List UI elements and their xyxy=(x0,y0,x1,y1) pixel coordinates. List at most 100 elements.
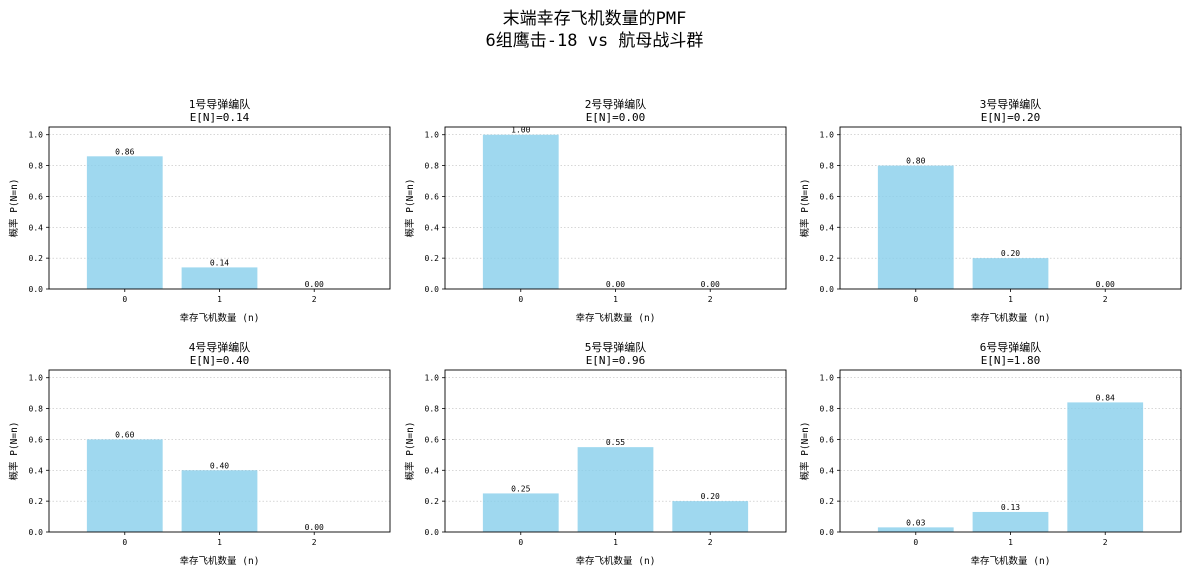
subplot-title: 3号导弹编队 xyxy=(980,97,1042,111)
subplot-subtitle: E[N]=0.96 xyxy=(586,354,646,367)
y-tick-label: 0.0 xyxy=(29,528,44,537)
y-tick-label: 1.0 xyxy=(820,374,835,383)
bar xyxy=(181,470,258,532)
subplot-subtitle: E[N]=0.20 xyxy=(981,111,1041,124)
y-tick-label: 0.8 xyxy=(425,405,440,414)
x-tick-label: 0 xyxy=(913,538,918,547)
x-tick-label: 1 xyxy=(613,538,618,547)
subplot-subtitle: E[N]=0.14 xyxy=(190,111,250,124)
x-axis-label: 幸存飞机数量 (n) xyxy=(576,312,656,324)
x-tick-label: 2 xyxy=(1103,538,1108,547)
bar-value-label: 0.00 xyxy=(305,280,324,289)
y-tick-label: 0.0 xyxy=(820,285,835,294)
y-tick-label: 0.2 xyxy=(425,254,440,263)
y-axis-label: 概率 P(N=n) xyxy=(8,178,20,237)
y-axis-label: 概率 P(N=n) xyxy=(404,421,416,480)
y-axis-label: 概率 P(N=n) xyxy=(404,178,416,237)
bar xyxy=(972,511,1049,532)
x-tick-label: 0 xyxy=(122,538,127,547)
subplot-title: 1号导弹编队 xyxy=(189,97,251,111)
subplot-title: 6号导弹编队 xyxy=(980,340,1042,354)
y-tick-label: 0.6 xyxy=(29,192,44,201)
bar xyxy=(672,501,749,532)
figure-title: 末端幸存飞机数量的PMF 6组鹰击-18 vs 航母战斗群 xyxy=(0,8,1189,52)
bar-value-label: 0.13 xyxy=(1001,503,1020,512)
y-tick-label: 0.4 xyxy=(29,223,44,232)
figure-title-line1: 末端幸存飞机数量的PMF xyxy=(502,9,687,29)
x-tick-label: 1 xyxy=(613,295,618,304)
bar-value-label: 0.00 xyxy=(305,523,324,532)
x-tick-label: 1 xyxy=(1008,538,1013,547)
y-tick-label: 0.6 xyxy=(820,192,835,201)
y-tick-label: 0.6 xyxy=(29,435,44,444)
y-tick-label: 0.6 xyxy=(820,435,835,444)
x-tick-label: 0 xyxy=(122,295,127,304)
bar xyxy=(972,258,1049,289)
x-axis-label: 幸存飞机数量 (n) xyxy=(971,555,1051,567)
y-tick-label: 0.4 xyxy=(425,466,440,475)
y-tick-label: 0.8 xyxy=(29,162,44,171)
x-tick-label: 1 xyxy=(217,538,222,547)
x-tick-label: 2 xyxy=(312,295,317,304)
bar-value-label: 0.25 xyxy=(511,484,530,493)
bar-value-label: 0.86 xyxy=(115,147,134,156)
bar-value-label: 1.00 xyxy=(511,126,530,135)
y-tick-label: 0.2 xyxy=(29,254,44,263)
x-axis-label: 幸存飞机数量 (n) xyxy=(180,555,260,567)
subplot-subtitle: E[N]=0.00 xyxy=(586,111,646,124)
bar-value-label: 0.60 xyxy=(115,430,134,439)
x-tick-label: 1 xyxy=(1008,295,1013,304)
y-tick-label: 0.8 xyxy=(820,405,835,414)
x-tick-label: 0 xyxy=(913,295,918,304)
bar-value-label: 0.00 xyxy=(701,280,720,289)
x-tick-label: 2 xyxy=(312,538,317,547)
y-tick-label: 0.0 xyxy=(29,285,44,294)
bar xyxy=(577,447,654,532)
y-axis-label: 概率 P(N=n) xyxy=(8,421,20,480)
y-tick-label: 0.0 xyxy=(425,528,440,537)
axes-frame xyxy=(48,369,391,533)
bar-value-label: 0.55 xyxy=(606,438,625,447)
bar-value-label: 0.80 xyxy=(906,157,925,166)
subplot-title: 5号导弹编队 xyxy=(585,340,647,354)
subplot-title: 4号导弹编队 xyxy=(189,340,251,354)
y-tick-label: 1.0 xyxy=(425,131,440,140)
x-tick-label: 2 xyxy=(708,538,713,547)
y-tick-label: 0.4 xyxy=(820,223,835,232)
y-tick-label: 0.4 xyxy=(425,223,440,232)
subplot-subtitle: E[N]=1.80 xyxy=(981,354,1041,367)
y-tick-label: 0.4 xyxy=(29,466,44,475)
bar-value-label: 0.14 xyxy=(210,258,229,267)
y-tick-label: 0.2 xyxy=(425,497,440,506)
figure-title-line2: 6组鹰击-18 vs 航母战斗群 xyxy=(485,31,704,51)
y-tick-label: 0.4 xyxy=(820,466,835,475)
y-tick-label: 0.2 xyxy=(820,497,835,506)
y-tick-label: 0.8 xyxy=(29,405,44,414)
bar xyxy=(86,439,163,532)
y-tick-label: 1.0 xyxy=(29,374,44,383)
bar xyxy=(877,527,954,532)
bar xyxy=(482,493,559,532)
y-tick-label: 0.0 xyxy=(425,285,440,294)
subplot-subtitle: E[N]=0.40 xyxy=(190,354,250,367)
bar xyxy=(877,165,954,289)
x-tick-label: 1 xyxy=(217,295,222,304)
y-tick-label: 0.8 xyxy=(820,162,835,171)
y-axis-label: 概率 P(N=n) xyxy=(799,178,811,237)
bar-value-label: 0.00 xyxy=(1096,280,1115,289)
bar-value-label: 0.20 xyxy=(1001,249,1020,258)
bar-value-label: 0.84 xyxy=(1096,393,1115,402)
y-tick-label: 0.8 xyxy=(425,162,440,171)
y-axis-label: 概率 P(N=n) xyxy=(799,421,811,480)
subplot-title: 2号导弹编队 xyxy=(585,97,647,111)
x-axis-label: 幸存飞机数量 (n) xyxy=(971,312,1051,324)
y-tick-label: 0.6 xyxy=(425,435,440,444)
bar xyxy=(181,267,258,289)
